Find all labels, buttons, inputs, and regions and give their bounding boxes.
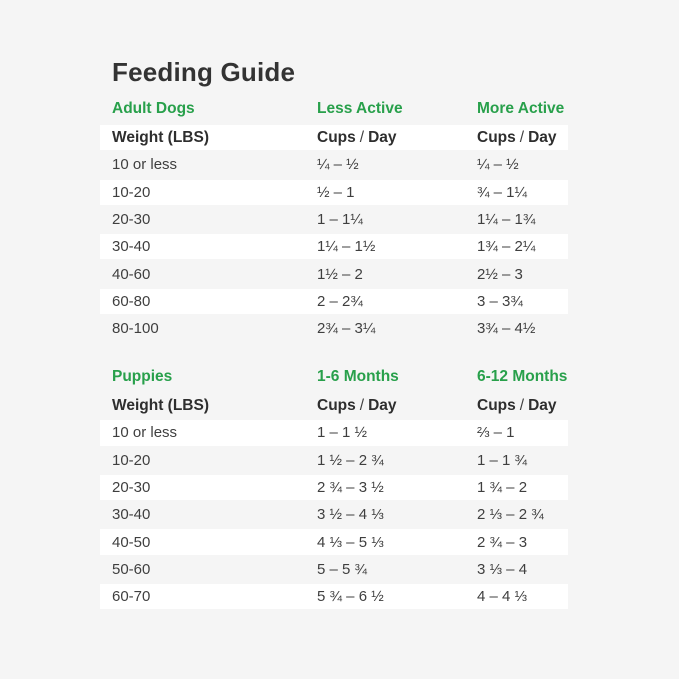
weight-column-header: Weight (LBS) bbox=[112, 128, 210, 146]
range-cell: 5 ¾ – 6 ½ bbox=[317, 588, 384, 606]
table-row: 40-50 4 ⅓ – 5 ⅓ 2 ¾ – 3 bbox=[100, 528, 568, 555]
weight-cell: 10 or less bbox=[112, 156, 178, 174]
puppies-table: Weight (LBS) Cups / Day Cups / Day 10 or les… bbox=[100, 392, 568, 610]
weight-cell: 30-40 bbox=[112, 238, 151, 256]
weight-cell: 40-60 bbox=[112, 265, 151, 283]
adult-dogs-section-header: Adult Dogs Less Active More Active bbox=[100, 94, 568, 124]
table-column-header-row: Weight (LBS) Cups / Day Cups / Day bbox=[100, 124, 568, 151]
range-cell: 1½ – 2 bbox=[317, 265, 363, 283]
puppies-section-header: Puppies 1-6 Months 6-12 Months bbox=[100, 362, 568, 392]
range-cell: 5 – 5 ¾ bbox=[317, 560, 368, 578]
slash-separator: / bbox=[519, 396, 525, 414]
day-label: Day bbox=[368, 128, 397, 146]
cups-label: Cups bbox=[477, 128, 516, 146]
cups-per-day-header: Cups / Day bbox=[477, 397, 568, 415]
section-title-puppies: Puppies bbox=[112, 368, 173, 385]
table-row: 60-80 2 – 2¾ 3 – 3¾ bbox=[100, 288, 568, 315]
cups-per-day-header: Cups / Day bbox=[317, 129, 477, 147]
weight-cell: 30-40 bbox=[112, 506, 151, 524]
page-title: Feeding Guide bbox=[112, 57, 296, 87]
range-cell: 4 – 4 ⅓ bbox=[477, 588, 528, 606]
table-row: 10 or less ¼ – ½ ¼ – ½ bbox=[100, 151, 568, 178]
weight-cell: 50-60 bbox=[112, 560, 151, 578]
weight-cell: 20-30 bbox=[112, 211, 151, 229]
day-label: Day bbox=[528, 396, 557, 414]
range-cell: 2 ⅓ – 2 ¾ bbox=[477, 506, 544, 524]
range-cell: 3 ⅓ – 4 bbox=[477, 560, 528, 578]
range-cell: 3 – 3¾ bbox=[477, 292, 523, 310]
table-row: 20-30 2 ¾ – 3 ½ 1 ¾ – 2 bbox=[100, 474, 568, 501]
range-cell: 2 – 2¾ bbox=[317, 292, 363, 310]
table-row: 10-20 ½ – 1 ¾ – 1¼ bbox=[100, 179, 568, 206]
table-row: 60-70 5 ¾ – 6 ½ 4 – 4 ⅓ bbox=[100, 583, 568, 610]
range-cell: 2½ – 3 bbox=[477, 265, 523, 283]
section-title-adult-dogs: Adult Dogs bbox=[112, 100, 195, 117]
table-row: 50-60 5 – 5 ¾ 3 ⅓ – 4 bbox=[100, 556, 568, 583]
weight-cell: 60-80 bbox=[112, 292, 151, 310]
column-title-6-12-months: 6-12 Months bbox=[477, 368, 568, 385]
slash-separator: / bbox=[359, 128, 365, 146]
adult-dogs-table: Weight (LBS) Cups / Day Cups / Day 10 or les… bbox=[100, 124, 568, 342]
range-cell: 2 ¾ – 3 ½ bbox=[317, 479, 384, 497]
weight-column-header: Weight (LBS) bbox=[112, 396, 210, 414]
weight-cell: 10-20 bbox=[112, 183, 151, 201]
weight-cell: 10 or less bbox=[112, 424, 178, 442]
table-row: 30-40 3 ½ – 4 ⅓ 2 ⅓ – 2 ¾ bbox=[100, 501, 568, 528]
range-cell: 3¾ – 4½ bbox=[477, 320, 536, 338]
range-cell: 1 ¾ – 2 bbox=[477, 479, 528, 497]
range-cell: 3 ½ – 4 ⅓ bbox=[317, 506, 384, 524]
weight-cell: 40-50 bbox=[112, 533, 151, 551]
table-row: 10-20 1 ½ – 2 ¾ 1 – 1 ¾ bbox=[100, 447, 568, 474]
column-title-less-active: Less Active bbox=[317, 100, 403, 117]
range-cell: 1¼ – 1½ bbox=[317, 238, 376, 256]
table-row: 10 or less 1 – 1 ½ ⅔ – 1 bbox=[100, 419, 568, 446]
day-label: Day bbox=[368, 396, 397, 414]
table-row: 40-60 1½ – 2 2½ – 3 bbox=[100, 260, 568, 287]
range-cell: ¾ – 1¼ bbox=[477, 183, 528, 201]
range-cell: 2¾ – 3¼ bbox=[317, 320, 376, 338]
range-cell: 1 ½ – 2 ¾ bbox=[317, 451, 384, 469]
range-cell: 1¾ – 2¼ bbox=[477, 238, 536, 256]
slash-separator: / bbox=[519, 128, 525, 146]
table-row: 80-100 2¾ – 3¼ 3¾ – 4½ bbox=[100, 315, 568, 342]
range-cell: 1¼ – 1¾ bbox=[477, 211, 536, 229]
weight-cell: 60-70 bbox=[112, 588, 151, 606]
column-title-more-active: More Active bbox=[477, 100, 565, 117]
slash-separator: / bbox=[359, 396, 365, 414]
puppies-section: Puppies 1-6 Months 6-12 Months Weight (L… bbox=[100, 362, 568, 610]
range-cell: 1 – 1 ¾ bbox=[477, 451, 528, 469]
range-cell: ½ – 1 bbox=[317, 183, 355, 201]
cups-label: Cups bbox=[477, 396, 516, 414]
column-title-1-6-months: 1-6 Months bbox=[317, 368, 399, 385]
range-cell: ¼ – ½ bbox=[317, 156, 359, 174]
range-cell: 1 – 1¼ bbox=[317, 211, 363, 229]
weight-cell: 10-20 bbox=[112, 451, 151, 469]
adult-dogs-section: Adult Dogs Less Active More Active Weigh… bbox=[100, 94, 568, 342]
range-cell: ⅔ – 1 bbox=[477, 424, 515, 442]
cups-per-day-header: Cups / Day bbox=[477, 129, 568, 147]
weight-cell: 80-100 bbox=[112, 320, 159, 338]
range-cell: 2 ¾ – 3 bbox=[477, 533, 528, 551]
day-label: Day bbox=[528, 128, 557, 146]
weight-cell: 20-30 bbox=[112, 479, 151, 497]
cups-label: Cups bbox=[317, 128, 356, 146]
cups-label: Cups bbox=[317, 396, 356, 414]
table-row: 20-30 1 – 1¼ 1¼ – 1¾ bbox=[100, 206, 568, 233]
cups-per-day-header: Cups / Day bbox=[317, 397, 477, 415]
table-row: 30-40 1¼ – 1½ 1¾ – 2¼ bbox=[100, 233, 568, 260]
range-cell: 1 – 1 ½ bbox=[317, 424, 368, 442]
table-column-header-row: Weight (LBS) Cups / Day Cups / Day bbox=[100, 392, 568, 419]
range-cell: ¼ – ½ bbox=[477, 156, 519, 174]
range-cell: 4 ⅓ – 5 ⅓ bbox=[317, 533, 384, 551]
